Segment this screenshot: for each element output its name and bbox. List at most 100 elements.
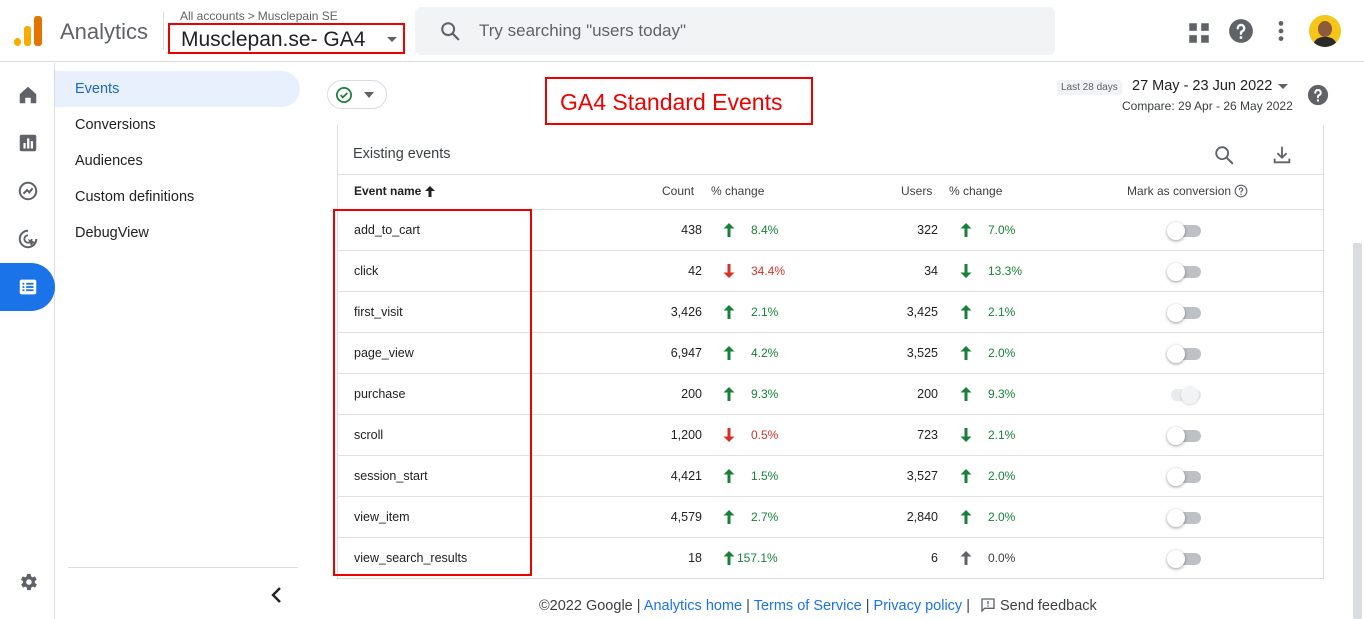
subnav-item-debugview[interactable]: DebugView xyxy=(75,225,149,241)
help-outline-icon[interactable] xyxy=(1234,184,1248,198)
home-icon xyxy=(19,86,36,104)
mark-as-conversion-toggle[interactable] xyxy=(1167,550,1203,568)
help-icon[interactable] xyxy=(1228,18,1254,44)
event-name-cell[interactable]: first_visit xyxy=(354,305,403,319)
users-change-cell: 2.0% xyxy=(988,510,1016,524)
event-name-cell[interactable]: view_search_results xyxy=(354,551,468,565)
table-row[interactable]: click 42 34.4% 34 13.3% xyxy=(338,250,1323,291)
users-change-cell: 13.3% xyxy=(988,264,1023,278)
check-circle-icon xyxy=(336,87,352,103)
rail-reports[interactable] xyxy=(0,119,55,167)
mark-as-conversion-toggle[interactable] xyxy=(1167,263,1203,281)
footer-link-analytics-home[interactable]: Analytics home xyxy=(643,598,743,614)
app-title[interactable]: Analytics xyxy=(60,19,149,44)
column-conversion-label: Mark as conversion xyxy=(1127,184,1232,198)
table-row[interactable]: add_to_cart 438 8.4% 322 7.0% xyxy=(338,209,1323,250)
arrow-up-icon xyxy=(960,223,972,237)
mark-as-conversion-toggle[interactable] xyxy=(1167,427,1203,445)
rail-admin[interactable] xyxy=(0,558,55,606)
event-name-cell[interactable]: page_view xyxy=(354,346,414,360)
count-cell: 4,421 xyxy=(670,469,702,483)
users-change-cell: 0.0% xyxy=(988,551,1016,565)
existing-events-card: Existing events Event name Count % chang… xyxy=(337,125,1324,579)
column-mark-as-conversion[interactable]: Mark as conversion xyxy=(1127,184,1248,198)
users-change-cell: 2.1% xyxy=(988,305,1016,319)
rail-advertising[interactable] xyxy=(0,215,55,263)
table-row[interactable]: session_start 4,421 1.5% 3,527 2.0% xyxy=(338,455,1323,496)
analytics-logo-icon[interactable] xyxy=(14,16,42,46)
users-change-cell: 2.0% xyxy=(988,469,1016,483)
breadcrumb[interactable]: All accounts > Musclepain SE xyxy=(180,9,338,23)
footer-separator: | xyxy=(636,598,641,614)
arrow-up-icon xyxy=(723,469,735,483)
search-icon[interactable] xyxy=(1213,144,1235,166)
table-row[interactable]: page_view 6,947 4.2% 3,525 2.0% xyxy=(338,332,1323,373)
rail-home[interactable] xyxy=(0,71,55,119)
arrow-down-icon xyxy=(723,428,735,442)
collapse-chevron-left-icon[interactable] xyxy=(265,583,289,607)
users-change-cell: 2.1% xyxy=(988,428,1016,442)
subnav-item-audiences[interactable]: Audiences xyxy=(75,153,143,169)
column-count-change[interactable]: % change xyxy=(711,184,765,198)
apps-grid-icon[interactable] xyxy=(1186,20,1212,46)
table-row[interactable]: purchase 200 9.3% 200 9.3% xyxy=(338,373,1323,414)
column-users[interactable]: Users xyxy=(901,184,933,198)
account-avatar[interactable] xyxy=(1309,15,1341,47)
mark-as-conversion-toggle[interactable] xyxy=(1167,304,1203,322)
count-cell: 438 xyxy=(681,223,702,237)
count-cell: 200 xyxy=(681,387,702,401)
mark-as-conversion-toggle[interactable] xyxy=(1167,509,1203,527)
feedback-icon[interactable] xyxy=(980,597,996,613)
footer-link-privacy[interactable]: Privacy policy xyxy=(873,598,963,614)
table-row[interactable]: view_item 4,579 2.7% 2,840 2.0% xyxy=(338,496,1323,537)
event-name-cell[interactable]: session_start xyxy=(354,469,428,483)
card-title: Existing events xyxy=(353,146,451,162)
users-change-cell: 7.0% xyxy=(988,223,1016,237)
mark-as-conversion-toggle[interactable] xyxy=(1167,222,1203,240)
count-cell: 6,947 xyxy=(670,346,702,360)
help-icon[interactable] xyxy=(1307,84,1329,106)
event-name-cell[interactable]: add_to_cart xyxy=(354,223,421,237)
mark-as-conversion-toggle[interactable] xyxy=(1167,468,1203,486)
subnav-item-events[interactable]: Events xyxy=(55,71,300,107)
users-cell: 3,425 xyxy=(906,305,938,319)
mark-as-conversion-toggle[interactable] xyxy=(1167,345,1203,363)
arrow-up-icon xyxy=(960,551,972,565)
send-feedback-link[interactable]: Send feedback xyxy=(1000,598,1097,614)
event-name-cell[interactable]: click xyxy=(354,264,379,278)
count-change-cell: 157.1% xyxy=(737,551,778,565)
search-placeholder[interactable]: Try searching "users today" xyxy=(479,21,687,40)
rail-configure[interactable] xyxy=(0,263,55,311)
event-name-cell[interactable]: purchase xyxy=(354,387,406,401)
toggle-knob xyxy=(1167,468,1185,486)
breadcrumb-root[interactable]: All accounts xyxy=(180,9,245,23)
download-icon[interactable] xyxy=(1271,144,1293,166)
footer-separator: | xyxy=(746,598,750,614)
property-selector[interactable]: Musclepan.se- GA4 xyxy=(168,23,405,54)
status-filter-chip[interactable] xyxy=(327,80,387,109)
column-count[interactable]: Count xyxy=(662,184,695,198)
count-cell: 4,579 xyxy=(670,510,702,524)
search-bar[interactable]: Try searching "users today" xyxy=(415,7,1055,55)
table-row[interactable]: view_search_results 18 157.1% 6 0.0% xyxy=(338,537,1323,578)
subnav-item-custom-definitions[interactable]: Custom definitions xyxy=(75,189,195,205)
users-cell: 34 xyxy=(924,264,938,278)
table-row[interactable]: first_visit 3,426 2.1% 3,425 2.1% xyxy=(338,291,1323,332)
more-vert-icon[interactable] xyxy=(1268,18,1294,44)
event-name-cell[interactable]: view_item xyxy=(354,510,410,524)
rail-explore[interactable] xyxy=(0,167,55,215)
footer-link-terms[interactable]: Terms of Service xyxy=(753,598,862,614)
events-table-body: add_to_cart 438 8.4% 322 7.0% click 42 34.4% 34 1… xyxy=(338,209,1323,578)
breadcrumb-account[interactable]: Musclepain SE xyxy=(257,9,338,23)
scrollbar[interactable] xyxy=(1353,243,1362,619)
date-range-selector[interactable]: 27 May - 23 Jun 2022 xyxy=(1132,78,1273,94)
chevron-down-icon[interactable] xyxy=(1278,84,1288,89)
subnav-item-conversions[interactable]: Conversions xyxy=(75,117,156,133)
table-row[interactable]: scroll 1,200 0.5% 723 2.1% xyxy=(338,414,1323,455)
column-users-change[interactable]: % change xyxy=(949,184,1003,198)
event-name-cell[interactable]: scroll xyxy=(354,428,384,442)
chevron-down-icon xyxy=(387,37,397,42)
column-event-name[interactable]: Event name xyxy=(354,184,436,198)
arrow-up-icon xyxy=(723,510,735,524)
users-cell: 322 xyxy=(917,223,938,237)
